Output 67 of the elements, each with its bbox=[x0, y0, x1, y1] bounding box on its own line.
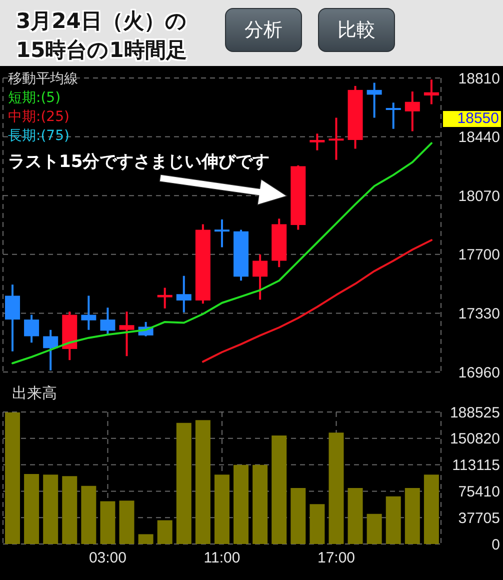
candlestick bbox=[310, 132, 325, 152]
bar bbox=[24, 474, 40, 544]
candlestick bbox=[214, 218, 230, 248]
y-tick-label: 113115 bbox=[452, 457, 500, 474]
line-series bbox=[12, 142, 432, 364]
y-tick-label: 75410 bbox=[458, 483, 500, 500]
candlestick bbox=[119, 310, 134, 358]
bar bbox=[81, 486, 96, 544]
text: 短期:(5) bbox=[8, 89, 62, 108]
bar bbox=[157, 520, 172, 544]
candlestick bbox=[424, 78, 439, 106]
bar bbox=[138, 534, 154, 544]
candlestick bbox=[157, 286, 172, 310]
y-tick-label: 18070 bbox=[458, 188, 500, 205]
bar bbox=[328, 432, 344, 544]
bar bbox=[424, 474, 439, 544]
bar bbox=[119, 500, 134, 544]
y-tick-label: 150820 bbox=[450, 430, 500, 448]
candlestick bbox=[404, 90, 420, 132]
bar bbox=[100, 501, 116, 544]
candlestick bbox=[386, 102, 401, 130]
text: 18550 bbox=[443, 110, 501, 127]
bar bbox=[195, 420, 210, 544]
chart-subtitle: 15時台の1時間足 bbox=[16, 37, 187, 64]
candlestick bbox=[252, 253, 268, 301]
bar bbox=[234, 464, 249, 544]
y-tick-label: 16960 bbox=[458, 364, 500, 382]
bar bbox=[176, 422, 192, 544]
y-tick-label: 37705 bbox=[458, 510, 500, 527]
bar bbox=[290, 488, 306, 544]
y-tick-label: 18810 bbox=[458, 70, 500, 88]
legend-title: 移動平均線 bbox=[8, 70, 78, 89]
bar bbox=[348, 488, 363, 544]
y-tick-label: 17700 bbox=[458, 246, 500, 264]
y-tick-label: 188525 bbox=[450, 404, 500, 422]
bar bbox=[310, 504, 325, 544]
x-tick-label: 11:00 bbox=[204, 550, 240, 567]
button[interactable]: 比較 bbox=[318, 8, 395, 52]
candlestick bbox=[366, 82, 382, 119]
bar bbox=[386, 496, 401, 544]
legend-label: 長期:(75) bbox=[8, 127, 70, 146]
bar bbox=[252, 464, 268, 544]
bar bbox=[272, 435, 287, 544]
bar bbox=[214, 474, 230, 544]
bar bbox=[62, 476, 78, 544]
candlestick bbox=[328, 116, 344, 161]
text: 中期:(25) bbox=[8, 108, 70, 127]
candlestick bbox=[176, 274, 192, 314]
x-tick-label: 17:00 bbox=[317, 550, 356, 567]
candlestick bbox=[81, 294, 96, 331]
button[interactable]: 分析 bbox=[225, 8, 302, 52]
bar bbox=[366, 514, 382, 544]
chart-title: 3月24日（火）の bbox=[16, 8, 187, 35]
chart-title: 出来高 bbox=[12, 384, 57, 403]
line-series bbox=[202, 239, 432, 363]
candlestick bbox=[24, 314, 40, 344]
y-tick-label: 0 bbox=[492, 536, 500, 554]
candlestick bbox=[43, 328, 58, 372]
y-tick-label: 17330 bbox=[458, 305, 500, 322]
bar bbox=[404, 488, 420, 544]
y-tick-label: 18440 bbox=[458, 129, 500, 146]
x-tick-label: 03:00 bbox=[88, 550, 127, 567]
annotation: ラスト15分ですさまじい伸びです bbox=[8, 151, 270, 173]
candlestick bbox=[5, 284, 20, 352]
bar bbox=[43, 474, 58, 544]
candlestick bbox=[100, 306, 116, 336]
bar bbox=[5, 412, 20, 544]
